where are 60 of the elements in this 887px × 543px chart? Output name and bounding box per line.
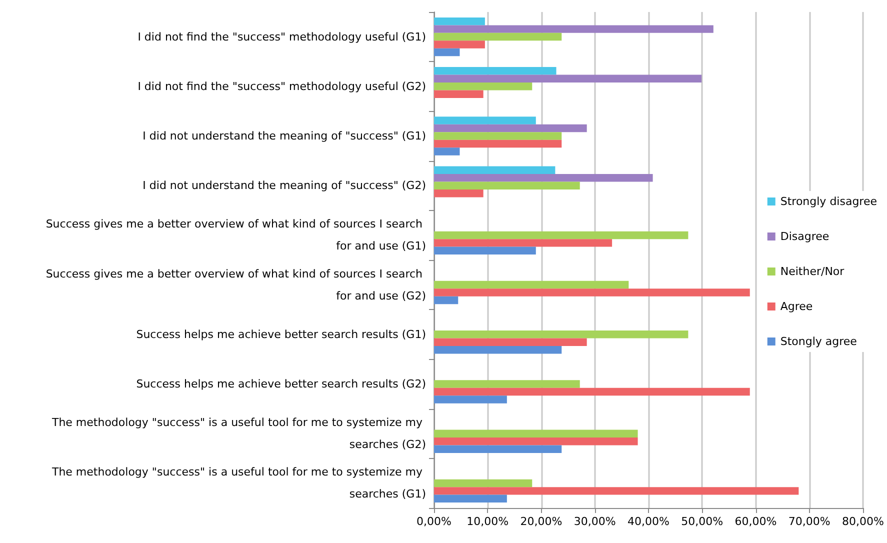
y-tick-label: Success helps me achieve better search results (G1) [136,328,426,341]
y-tick-label: Success gives me a better overview of what kind of sources I search for and use (G1) [46,218,426,253]
x-tick-label: 40,00% [628,515,670,528]
bar [434,32,562,41]
bar [434,396,507,404]
bar [434,346,562,354]
x-tick-label: 80,00% [842,515,884,528]
bar [434,288,750,296]
bar [434,437,638,446]
legend-label: Strongly disagree [780,195,878,208]
bar [434,445,562,453]
y-tick-label: I did not understand the meaning of "success" (G1) [142,130,426,142]
bar [434,239,612,247]
bar [434,479,532,488]
y-tick-label: I did not find the "success" methodology useful (G1) [138,30,426,44]
y-tick-label: I did not understand the meaning of "success" (G2) [142,179,426,192]
legend-label: Disagree [780,230,830,243]
bar [434,140,562,148]
bar [434,40,485,48]
bar [434,132,562,140]
bar [434,231,688,240]
bar [434,380,580,388]
x-tick-label: 50,00% [681,515,724,528]
y-tick-label: The methodology "success" is a useful tool for me to systemize my searches (G2) [50,416,426,452]
y-tick-label: Success gives me a better overview of what kind of sources I search for and use (G2) [46,267,426,302]
bar [434,182,580,190]
bar [434,246,536,255]
bar [434,116,536,124]
y-tick-label: The methodology "success" is a useful tool for me to systemize my searches (G1) [50,466,426,501]
bar [434,174,653,182]
legend-label: Agree [780,300,813,313]
bar [434,296,458,304]
bar [434,338,587,346]
x-tick-label: 20,00% [520,515,562,528]
legend-label: Stongly agree [780,335,858,348]
x-tick-label: 60,00% [734,515,777,528]
x-tick-label: 0,00% [416,515,452,528]
x-tick-label: 30,00% [574,515,616,528]
x-tick-label: 10,00% [466,515,509,528]
bar [434,124,587,132]
x-tick-label: 70,00% [788,515,830,528]
bar [434,90,484,98]
bar [434,82,532,90]
bar [434,48,460,56]
bar [434,166,556,174]
bar [434,148,460,156]
bar [434,280,629,289]
y-tick-label: Success helps me achieve better search results (G2) [136,378,426,390]
bar [434,330,688,338]
bar [434,494,507,503]
bar [434,189,484,198]
legend-label: Neither/Nor [780,265,845,278]
bar [434,25,714,33]
bar [434,74,702,83]
y-tick-label: I did not find the "success" methodology useful (G2) [138,80,426,93]
bar [434,430,638,438]
bar [434,388,750,396]
bar [434,487,799,495]
bar [434,67,556,75]
bar [434,17,485,26]
